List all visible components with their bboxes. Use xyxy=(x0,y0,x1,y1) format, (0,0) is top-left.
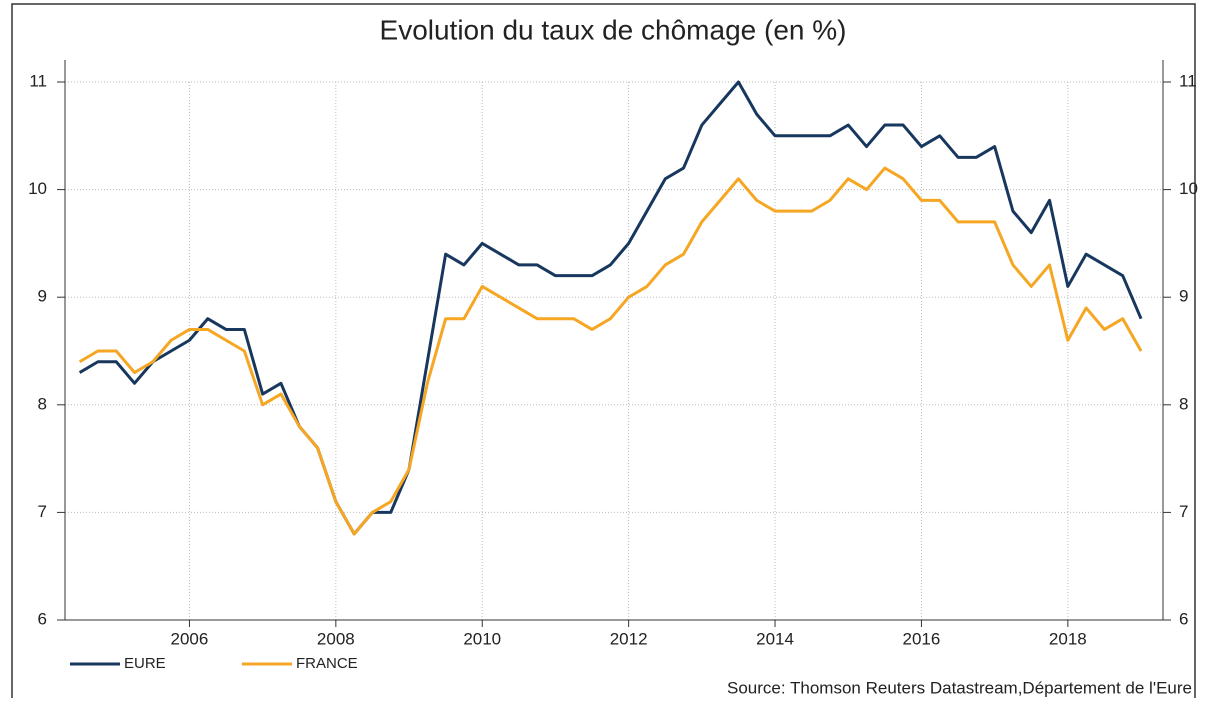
y-tick-label: 11 xyxy=(29,71,47,90)
line-series xyxy=(78,166,1143,536)
y2-tick-label: 10 xyxy=(1179,179,1198,198)
legend-label: EURE xyxy=(124,655,166,672)
x-tick-label: 2016 xyxy=(903,629,941,648)
frame xyxy=(11,3,1196,703)
y-tick-label: 8 xyxy=(38,394,47,413)
y2-tick-label: 9 xyxy=(1179,287,1188,306)
line-series xyxy=(78,80,1143,536)
y2-tick-label: 11 xyxy=(1179,71,1197,90)
x-tick-label: 2006 xyxy=(171,629,209,648)
x-tick-label: 2018 xyxy=(1049,629,1087,648)
source: Source: Thomson Reuters Datastream,Dépar… xyxy=(727,678,1192,697)
y2-tick-label: 6 xyxy=(1179,609,1188,628)
y2-tick-label: 7 xyxy=(1179,502,1188,521)
chart-title: Evolution du taux de chômage (en %) xyxy=(380,14,847,45)
legend-label: FRANCE xyxy=(296,655,358,672)
y-tick-label: 10 xyxy=(28,179,47,198)
y2-tick-label: 8 xyxy=(1179,394,1188,413)
x-tick-label: 2010 xyxy=(463,629,501,648)
x-tick-label: 2008 xyxy=(317,629,355,648)
x-tick-label: 2012 xyxy=(610,629,648,648)
y-tick-label: 6 xyxy=(38,609,47,628)
x-tick-label: 2014 xyxy=(756,629,794,648)
y-tick-label: 9 xyxy=(38,287,47,306)
y-tick-label: 7 xyxy=(38,502,47,521)
